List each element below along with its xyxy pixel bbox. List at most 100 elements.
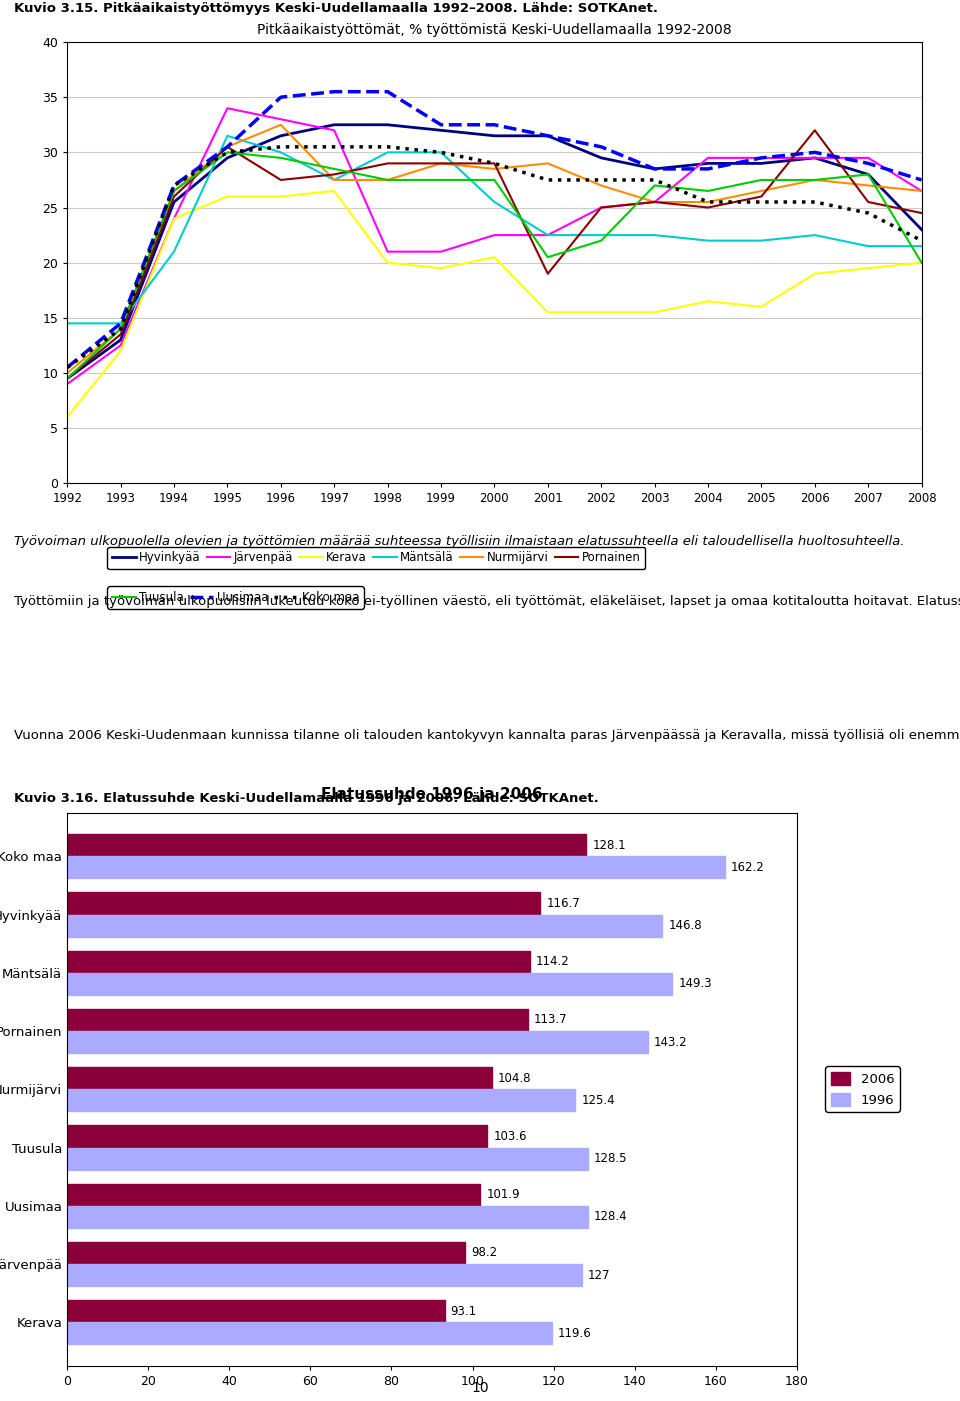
Nurmijärvi (702, 193, 713, 210)
Koko maa (756, 193, 767, 210)
Pornainen (275, 171, 286, 188)
Kerava (435, 259, 446, 276)
Pornainen (168, 188, 180, 205)
Mäntsälä (916, 238, 927, 255)
Line: Järvenpää: Järvenpää (67, 108, 922, 384)
Järvenpää (542, 227, 554, 244)
Text: 10: 10 (471, 1381, 489, 1395)
Mäntsälä (435, 144, 446, 161)
Tuusula (649, 177, 660, 193)
Tuusula (61, 370, 73, 387)
Pornainen (382, 156, 394, 172)
Koko maa (61, 359, 73, 375)
Hyvinkyää (61, 370, 73, 387)
Pornainen (61, 370, 73, 387)
Text: 149.3: 149.3 (679, 978, 712, 991)
Bar (67, 1184, 480, 1206)
Mäntsälä (61, 315, 73, 332)
Text: 116.7: 116.7 (546, 897, 580, 911)
Kerava (809, 265, 821, 282)
Uusimaa (435, 116, 446, 133)
Bar (67, 892, 540, 915)
Pornainen (489, 156, 500, 172)
Text: 128.4: 128.4 (593, 1210, 627, 1223)
Mäntsälä (489, 193, 500, 210)
Kerava (168, 210, 180, 227)
Hyvinkyää (489, 127, 500, 144)
Uusimaa (61, 359, 73, 375)
Bar (67, 1009, 528, 1031)
Järvenpää (649, 193, 660, 210)
Koko maa (115, 321, 127, 338)
Mäntsälä (809, 227, 821, 244)
Kerava (275, 188, 286, 205)
Hyvinkyää (649, 161, 660, 178)
Hyvinkyää (435, 122, 446, 139)
Tuusula (702, 182, 713, 199)
Bar (67, 951, 530, 972)
Text: 127: 127 (588, 1268, 611, 1282)
Uusimaa (916, 171, 927, 188)
Nurmijärvi (916, 182, 927, 199)
Hyvinkyää (809, 150, 821, 167)
Uusimaa (222, 139, 233, 156)
Mäntsälä (168, 244, 180, 261)
Pornainen (916, 205, 927, 221)
Koko maa (916, 233, 927, 249)
Koko maa (489, 156, 500, 172)
Koko maa (222, 144, 233, 161)
Järvenpää (595, 199, 607, 216)
Pornainen (649, 193, 660, 210)
Text: 98.2: 98.2 (471, 1247, 497, 1259)
Tuusula (595, 233, 607, 249)
Mäntsälä (542, 227, 554, 244)
Järvenpää (115, 338, 127, 354)
Uusimaa (809, 144, 821, 161)
Tuusula (275, 150, 286, 167)
Bar (67, 1300, 444, 1323)
Uusimaa (756, 150, 767, 167)
Nurmijärvi (61, 364, 73, 381)
Hyvinkyää (862, 167, 874, 184)
Pornainen (222, 139, 233, 156)
Pornainen (115, 326, 127, 343)
Kerava (222, 188, 233, 205)
Uusimaa (489, 116, 500, 133)
Uusimaa (328, 83, 340, 99)
Järvenpää (61, 375, 73, 392)
Järvenpää (862, 150, 874, 167)
Text: 125.4: 125.4 (582, 1094, 615, 1107)
Text: 146.8: 146.8 (668, 919, 702, 932)
Järvenpää (275, 111, 286, 127)
Bar (67, 1147, 588, 1170)
Bar (67, 834, 587, 856)
Kerava (115, 342, 127, 359)
Text: 113.7: 113.7 (534, 1013, 567, 1027)
Text: Vuonna 2006 Keski-Uudenmaan kunnissa tilanne oli talouden kantokyvyn kannalta pa: Vuonna 2006 Keski-Uudenmaan kunnissa til… (14, 729, 960, 741)
Uusimaa (649, 161, 660, 178)
Title: Elatussuhde 1996 ja 2006: Elatussuhde 1996 ja 2006 (322, 787, 542, 801)
Koko maa (702, 193, 713, 210)
Tuusula (916, 255, 927, 272)
Kerava (542, 304, 554, 321)
Kerava (702, 293, 713, 310)
Koko maa (649, 171, 660, 188)
Uusimaa (275, 88, 286, 105)
Bar (67, 1031, 648, 1054)
Line: Pornainen: Pornainen (67, 130, 922, 378)
Uusimaa (382, 83, 394, 99)
Pornainen (756, 188, 767, 205)
Järvenpää (916, 182, 927, 199)
Pornainen (809, 122, 821, 139)
Koko maa (862, 205, 874, 221)
Line: Uusimaa: Uusimaa (67, 91, 922, 367)
Hyvinkyää (756, 156, 767, 172)
Text: Kuvio 3.15. Pitkäaikaistyöttömyys Keski-Uudellamaalla 1992–2008. Lähde: SOTKAnet: Kuvio 3.15. Pitkäaikaistyöttömyys Keski-… (14, 1, 659, 15)
Järvenpää (756, 150, 767, 167)
Järvenpää (489, 227, 500, 244)
Tuusula (809, 171, 821, 188)
Koko maa (275, 139, 286, 156)
Mäntsälä (275, 144, 286, 161)
Bar (67, 856, 725, 878)
Nurmijärvi (168, 182, 180, 199)
